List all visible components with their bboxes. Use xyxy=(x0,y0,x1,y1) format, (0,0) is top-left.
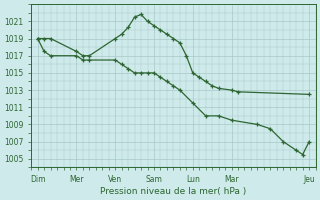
X-axis label: Pression niveau de la mer( hPa ): Pression niveau de la mer( hPa ) xyxy=(100,187,246,196)
